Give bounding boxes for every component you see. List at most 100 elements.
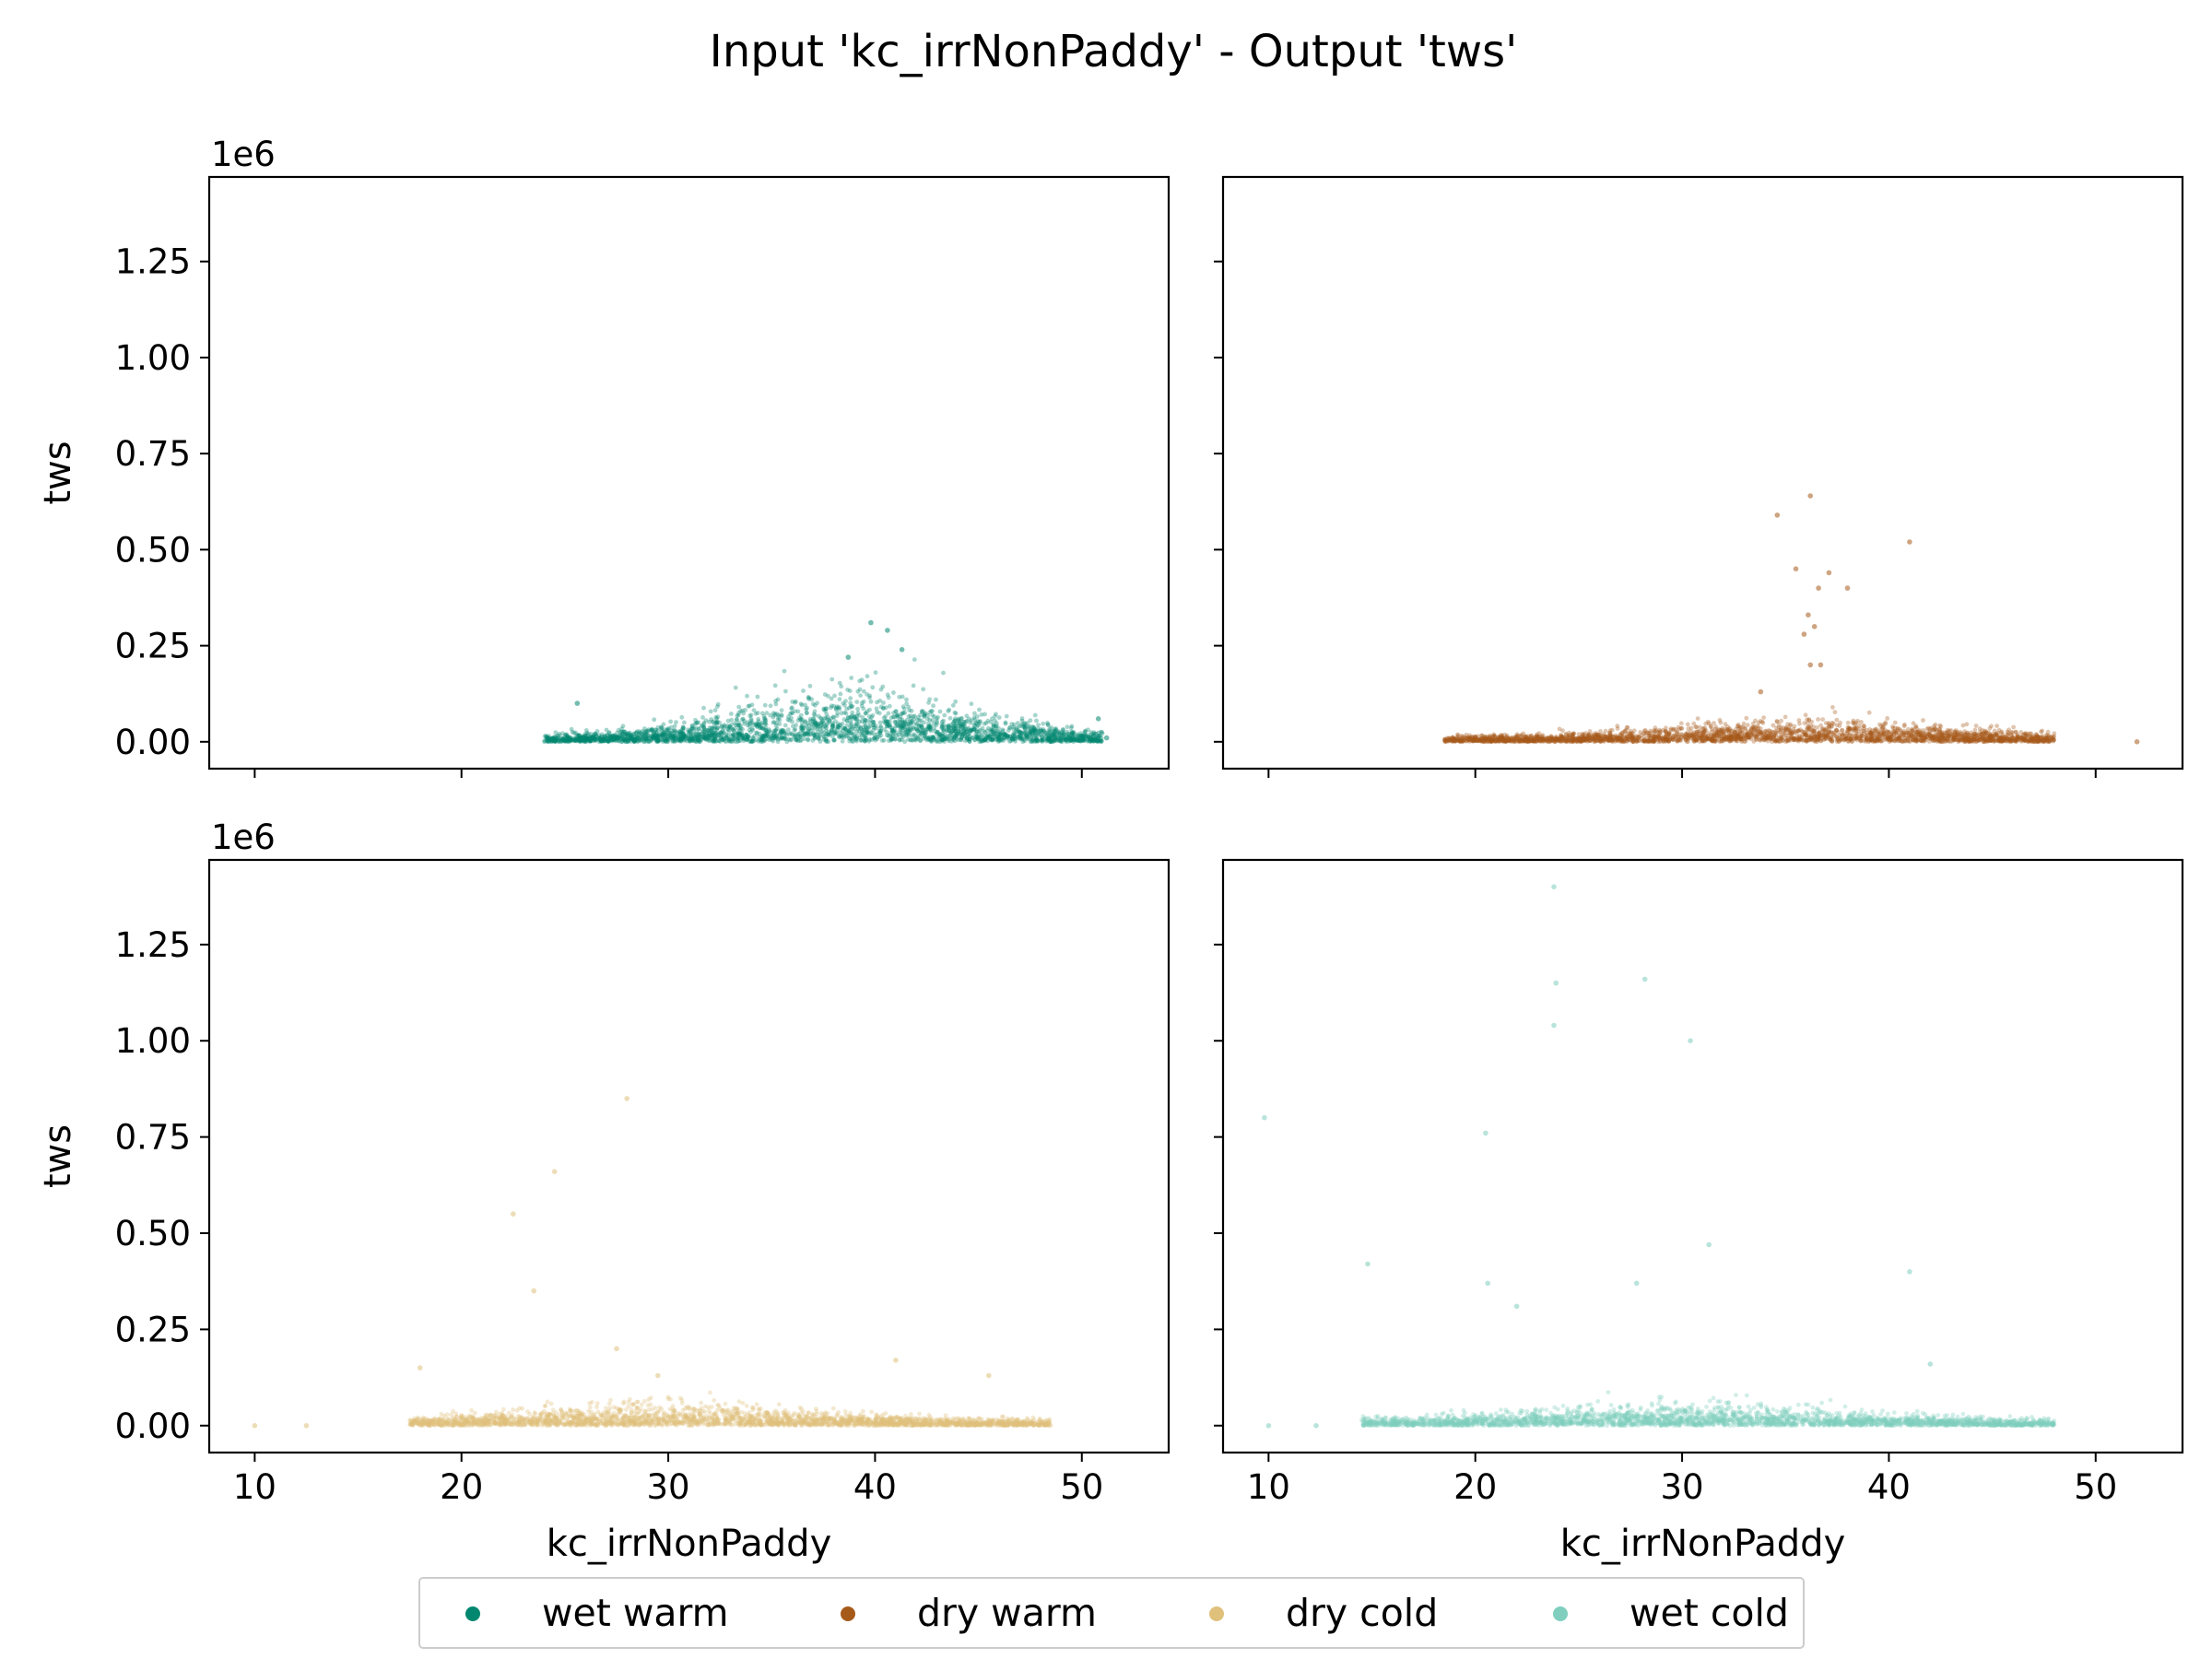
scatter-point — [799, 702, 805, 708]
scatter-point — [586, 735, 592, 741]
scatter-point — [704, 728, 710, 733]
scatter-point — [740, 733, 746, 738]
scatter-point — [832, 737, 837, 743]
scatter-point — [958, 732, 963, 737]
scatter-point — [779, 712, 784, 717]
scatter-point — [1877, 722, 1882, 727]
scatter-point — [1041, 728, 1046, 734]
scatter-point — [912, 713, 917, 719]
scatter-point — [829, 705, 833, 711]
scatter-point — [842, 725, 847, 731]
scatter-point — [562, 737, 568, 743]
scatter-point — [821, 734, 826, 739]
scatter-point — [1900, 739, 1905, 745]
scatter-point — [648, 736, 653, 742]
scatter-point — [887, 723, 892, 728]
scatter-point — [888, 734, 893, 738]
scatter-point — [891, 690, 896, 695]
scatter-point — [553, 738, 558, 743]
scatter-point — [1030, 733, 1035, 737]
scatter-point — [964, 713, 970, 719]
scatter-point — [1061, 732, 1066, 737]
scatter-point — [735, 736, 740, 742]
scatter-point — [967, 739, 972, 745]
scatter-point — [997, 738, 1003, 744]
scatter-point — [750, 727, 756, 733]
scatter-point — [1007, 739, 1012, 744]
scatter-point — [802, 736, 807, 742]
scatter-point — [712, 735, 718, 740]
scatter-point — [577, 738, 582, 744]
scatter-point — [832, 731, 837, 736]
scatter-point — [806, 737, 811, 743]
scatter-point — [785, 717, 791, 723]
scatter-point — [865, 730, 870, 735]
scatter-point — [801, 688, 806, 693]
scatter-point — [839, 684, 844, 689]
scatter-point — [962, 731, 967, 736]
scatter-point — [556, 739, 561, 745]
scatter-point — [769, 734, 773, 739]
scatter-point — [1939, 730, 1945, 735]
scatter-point — [862, 733, 866, 738]
scatter-point — [590, 736, 595, 742]
scatter-point — [840, 721, 845, 726]
scatter-point — [931, 735, 935, 740]
scatter-point — [979, 733, 984, 737]
scatter-point — [860, 729, 865, 735]
scatter-point — [1855, 718, 1860, 724]
scatter-point — [700, 734, 706, 739]
scatter-point — [1694, 729, 1700, 735]
scatter-point — [1032, 712, 1038, 718]
scatter-point — [1625, 725, 1630, 730]
scatter-point — [1717, 727, 1722, 733]
scatter-point — [1046, 728, 1052, 734]
scatter-point — [950, 702, 956, 708]
scatter-point — [805, 731, 810, 736]
scatter-point — [606, 737, 611, 742]
scatter-point — [616, 735, 620, 741]
scatter-point — [701, 725, 707, 731]
scatter-point — [670, 732, 675, 736]
scatter-point — [1992, 728, 1997, 734]
scatter-point — [1741, 721, 1747, 726]
scatter-point — [1921, 718, 1925, 723]
scatter-point — [883, 714, 888, 719]
scatter-point — [1743, 738, 1748, 744]
scatter-point — [666, 736, 672, 742]
scatter-point — [739, 733, 745, 738]
scatter-point — [877, 711, 882, 716]
scatter-point — [921, 709, 925, 713]
scatter-point — [820, 720, 825, 725]
scatter-point — [1040, 737, 1044, 743]
scatter-point — [1816, 717, 1820, 722]
scatter-point — [641, 739, 647, 745]
scatter-point — [582, 738, 588, 743]
scatter-point — [634, 735, 640, 740]
scatter-point — [1892, 720, 1898, 725]
scatter-point — [782, 668, 787, 674]
scatter-point — [651, 731, 656, 735]
scatter-point — [701, 720, 707, 725]
scatter-point — [1069, 731, 1075, 736]
scatter-point — [663, 739, 668, 744]
scatter-point — [900, 735, 906, 739]
scatter-point — [776, 712, 782, 718]
scatter-point — [848, 700, 853, 705]
scatter-point — [841, 710, 847, 715]
scatter-point — [1069, 737, 1075, 743]
scatter-point — [911, 683, 916, 688]
scatter-point — [993, 713, 997, 719]
scatter-point — [672, 724, 677, 729]
scatter-point — [659, 734, 665, 739]
scatter-point — [1815, 725, 1819, 730]
scatter-point — [947, 724, 951, 730]
scatter-point — [972, 717, 977, 723]
scatter-point — [816, 735, 821, 740]
scatter-point — [1603, 728, 1608, 734]
scatter-point — [633, 731, 639, 735]
scatter-point — [655, 739, 661, 744]
scatter-point — [731, 735, 736, 740]
scatter-point — [880, 684, 886, 689]
scatter-point — [1016, 724, 1020, 730]
